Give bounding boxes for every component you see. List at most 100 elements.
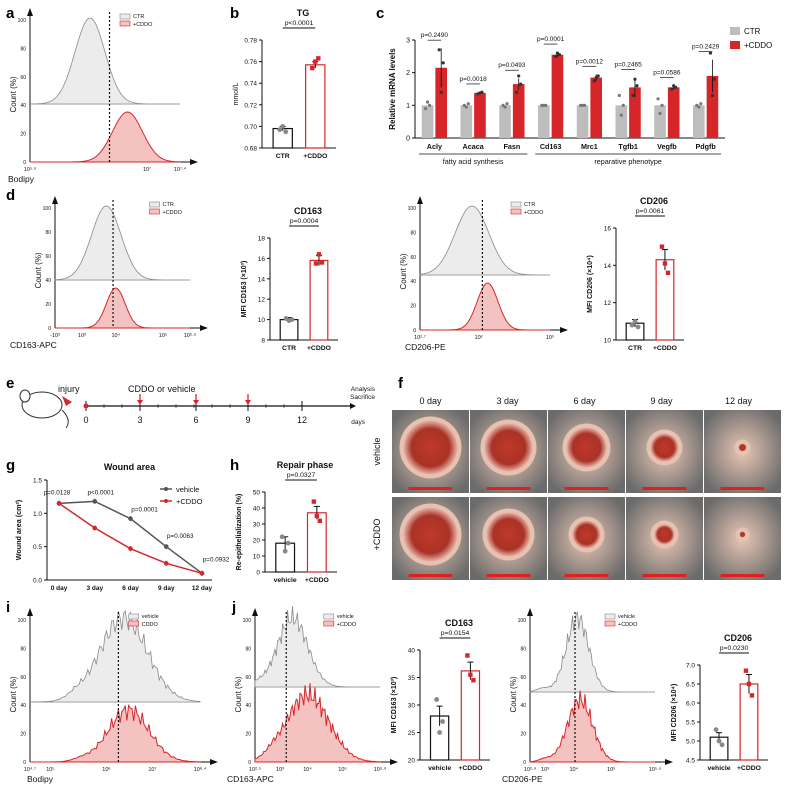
panel-i-xtick: 10⁷	[148, 766, 156, 773]
panel-j3-legend-ctr-swatch	[604, 613, 616, 620]
panel-j1-ctr-histogram	[254, 606, 380, 688]
panel-g-ylabel: Wound area (cm²)	[14, 499, 23, 560]
panel-j4-bar-1	[739, 683, 759, 761]
panel-d4-title: CD206	[640, 196, 668, 206]
panel-j1-xlabel: CD163-APC	[227, 774, 274, 784]
panel-j4-ytick: 7.0	[686, 663, 695, 670]
panel-d4-ylabel: MFI CD206 (×10⁴)	[587, 255, 594, 313]
panel-c-gene-label: Tgfb1	[618, 142, 638, 151]
panel-i-xtick: 10⁶	[102, 766, 110, 773]
panel-d4-xtick: CTR	[628, 345, 642, 352]
panel-c-legend-ctr-swatch	[730, 27, 740, 35]
panel-g-point	[56, 501, 62, 506]
timeline-tick-label: 9	[245, 415, 250, 425]
panel-c-legend-treat: +CDDO	[744, 41, 772, 50]
panel-a-ctr-histogram	[30, 17, 180, 105]
timeline-analysis-label: Analysis	[351, 386, 376, 393]
panel-j1-legend-ctr-swatch	[323, 613, 335, 620]
panel-d1-ytick: 60	[45, 254, 51, 260]
panel-g-legend-treat-marker	[164, 499, 168, 503]
panel-c-bar-treat	[667, 87, 680, 138]
panel-j4-xtick: +CDDO	[737, 765, 761, 772]
wound-bed	[650, 433, 679, 462]
photo-day-label: 3 day	[496, 396, 519, 406]
panel-a-xtick: 10⁵·⁹	[24, 166, 37, 173]
panel-d3-legend-ctr: CTR	[524, 202, 535, 208]
panel-label-g: g	[6, 457, 15, 474]
panel-g-point	[199, 571, 205, 576]
panel-c-point-ctr	[656, 97, 660, 101]
panel-j1-ytick: 80	[245, 646, 251, 652]
panel-d3-x-arrow	[560, 327, 568, 333]
panel-d1-ytick: 80	[45, 230, 51, 236]
panel-c-point-treat	[710, 93, 715, 98]
photo-row-label: +CDDO	[372, 519, 382, 551]
panel-g-legend-vehicle: vehicle	[176, 485, 199, 494]
panel-d4-point	[629, 322, 635, 328]
panel-c-bar-ctr	[654, 105, 666, 138]
panel-c-bar-ctr	[693, 105, 705, 138]
panel-g-legend-treat: +CDDO	[176, 497, 203, 506]
panel-j4-point	[749, 693, 755, 698]
panel-d2-xtick: +CDDO	[307, 345, 331, 352]
panel-d2-pvalue: p=0.0004	[290, 218, 319, 225]
panel-j1-y-arrow	[252, 608, 258, 616]
panel-j1-xtick: 10³	[276, 767, 284, 773]
panel-a-ytick: 80	[20, 46, 26, 52]
panel-c-point-treat	[553, 54, 558, 58]
panel-label-h: h	[230, 457, 239, 474]
wound-bed	[738, 443, 747, 452]
panel-d1-xtick: 10⁵	[159, 332, 167, 339]
panel-j4-point	[746, 681, 752, 687]
panel-j1-legend-ctr: vehicle	[337, 614, 354, 620]
panel-c-legend-treat-swatch	[730, 41, 740, 49]
panel-c-bar-treat	[706, 75, 719, 138]
timeline-treatment-arrowhead	[193, 400, 199, 405]
panel-c-point-ctr	[544, 103, 548, 107]
scale-bar	[564, 574, 609, 577]
panel-h-point	[317, 518, 323, 523]
panel-c-point-treat	[596, 74, 600, 78]
panel-d4-pvalue: p=0.0061	[636, 208, 665, 215]
panel-j2-point	[440, 719, 445, 724]
panel-b-title: TG	[297, 8, 310, 18]
panel-b-ylabel: mmol/L	[233, 82, 240, 105]
panel-g-point	[92, 525, 98, 531]
panel-label-c: c	[376, 5, 384, 22]
panel-a-x-arrow	[190, 159, 198, 165]
panel-d3-ylabel: Count (%)	[399, 253, 408, 289]
panel-c-point-ctr	[423, 107, 428, 111]
panel-label-a: a	[6, 5, 15, 22]
panel-j3-legend-treat-swatch	[604, 620, 616, 627]
panel-h-ytick: 0	[256, 570, 260, 577]
panel-g-title: Wound area	[104, 462, 156, 472]
panel-d3-legend-ctr-swatch	[510, 201, 522, 208]
panel-d2-ytick: 16	[258, 256, 266, 263]
panel-j4-point	[743, 668, 749, 673]
panel-b-point	[277, 127, 283, 133]
panel-d2-ytick: 10	[258, 317, 266, 324]
panel-a-y-arrow	[27, 8, 33, 16]
panel-h-xtick: +CDDO	[305, 577, 329, 584]
wound-bed	[654, 524, 675, 545]
panel-b-point	[280, 124, 286, 129]
panel-j4-point	[716, 738, 722, 744]
mouse-body-icon	[21, 391, 63, 419]
panel-j2-ylabel: MFI CD163 (×10³)	[391, 677, 398, 734]
timeline-tick-label: 0	[83, 415, 88, 425]
panel-d4-bar-1	[655, 259, 675, 341]
panel-d4-ytick: 10	[604, 338, 612, 345]
timeline-arrow	[350, 403, 356, 409]
panel-h-ytick: 20	[253, 538, 261, 545]
panel-g-pvalue: p=0.0001	[131, 506, 158, 513]
panel-i-ctr-histogram	[30, 609, 201, 703]
panel-d2-point	[316, 252, 322, 257]
wound-bed	[403, 507, 458, 562]
panel-a-ytick: 100	[18, 18, 27, 24]
panel-j1-legend-treat: +CDDO	[337, 622, 357, 628]
panel-c-point-ctr	[660, 103, 664, 107]
scale-bar	[486, 574, 531, 577]
panel-h-ytick: 10	[253, 554, 261, 561]
panel-c-bar-treat	[435, 67, 447, 138]
